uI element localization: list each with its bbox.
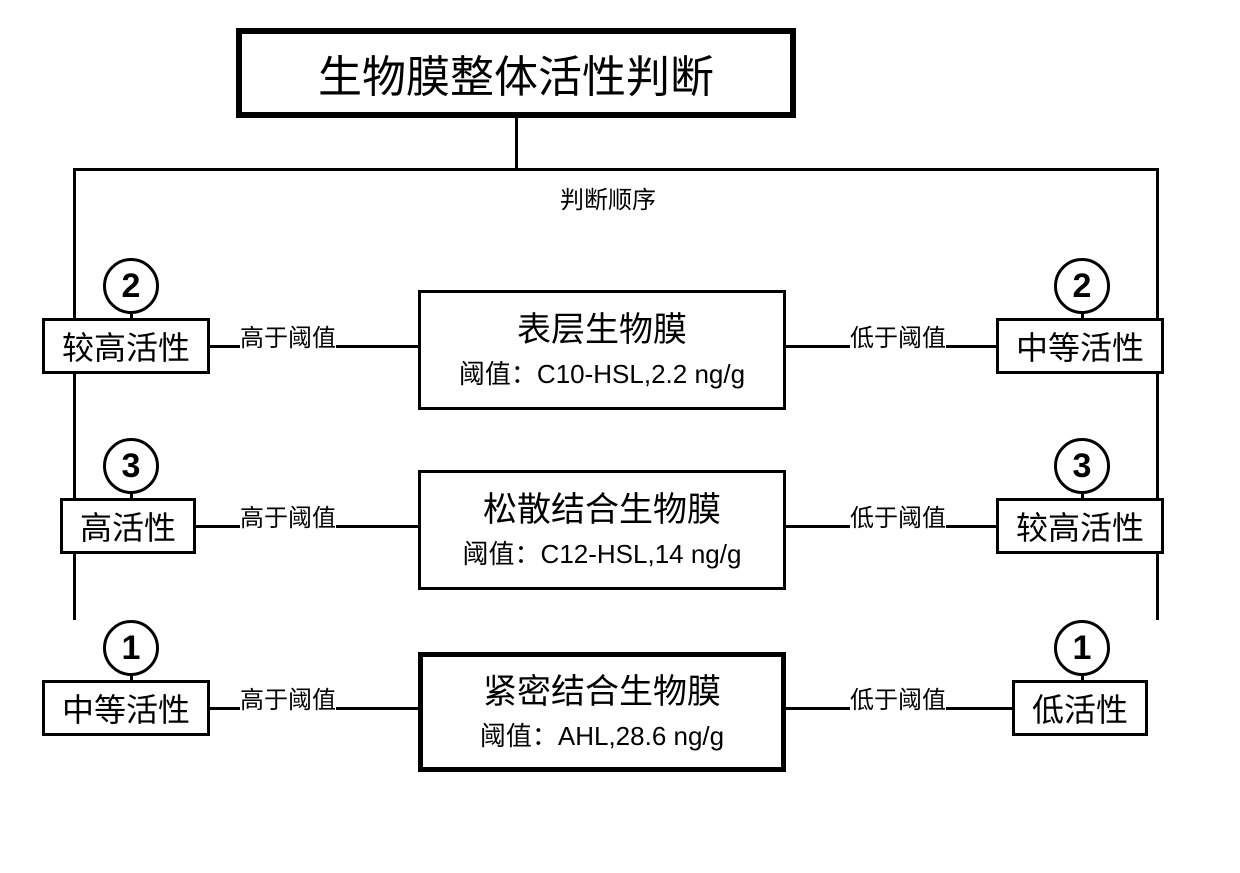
order-circle-right-0: 2 (1054, 258, 1110, 314)
left-result-1: 高活性 (60, 498, 196, 554)
title-text: 生物膜整体活性判断 (318, 41, 714, 105)
order-circle-left-0: 2 (103, 258, 159, 314)
center-sub-1: 阈值：C12-HSL,14 ng/g (463, 536, 742, 572)
order-circle-right-2: 1 (1054, 620, 1110, 676)
center-main-2: 紧密结合生物膜 (483, 670, 721, 714)
center-main-0: 表层生物膜 (517, 308, 687, 352)
center-main-1: 松散结合生物膜 (483, 488, 721, 532)
below-threshold-label-0: 低于阈值 (850, 318, 946, 353)
connector-line (73, 168, 1159, 171)
above-threshold-label-2: 高于阈值 (240, 680, 336, 715)
center-sub-2: 阈值：AHL,28.6 ng/g (480, 718, 724, 754)
left-result-0: 较高活性 (42, 318, 210, 374)
center-box-1: 松散结合生物膜阈值：C12-HSL,14 ng/g (418, 470, 786, 590)
order-label: 判断顺序 (560, 180, 656, 215)
center-box-0: 表层生物膜阈值：C10-HSL,2.2 ng/g (418, 290, 786, 410)
left-result-2: 中等活性 (42, 680, 210, 736)
connector-line (515, 118, 518, 168)
right-result-0: 中等活性 (996, 318, 1164, 374)
center-box-2: 紧密结合生物膜阈值：AHL,28.6 ng/g (418, 652, 786, 772)
below-threshold-label-2: 低于阈值 (850, 680, 946, 715)
below-threshold-label-1: 低于阈值 (850, 498, 946, 533)
right-result-2: 低活性 (1012, 680, 1148, 736)
right-result-1: 较高活性 (996, 498, 1164, 554)
center-sub-0: 阈值：C10-HSL,2.2 ng/g (459, 356, 745, 392)
above-threshold-label-1: 高于阈值 (240, 498, 336, 533)
order-circle-right-1: 3 (1054, 438, 1110, 494)
title-box: 生物膜整体活性判断 (236, 28, 796, 118)
above-threshold-label-0: 高于阈值 (240, 318, 336, 353)
order-circle-left-2: 1 (103, 620, 159, 676)
order-circle-left-1: 3 (103, 438, 159, 494)
